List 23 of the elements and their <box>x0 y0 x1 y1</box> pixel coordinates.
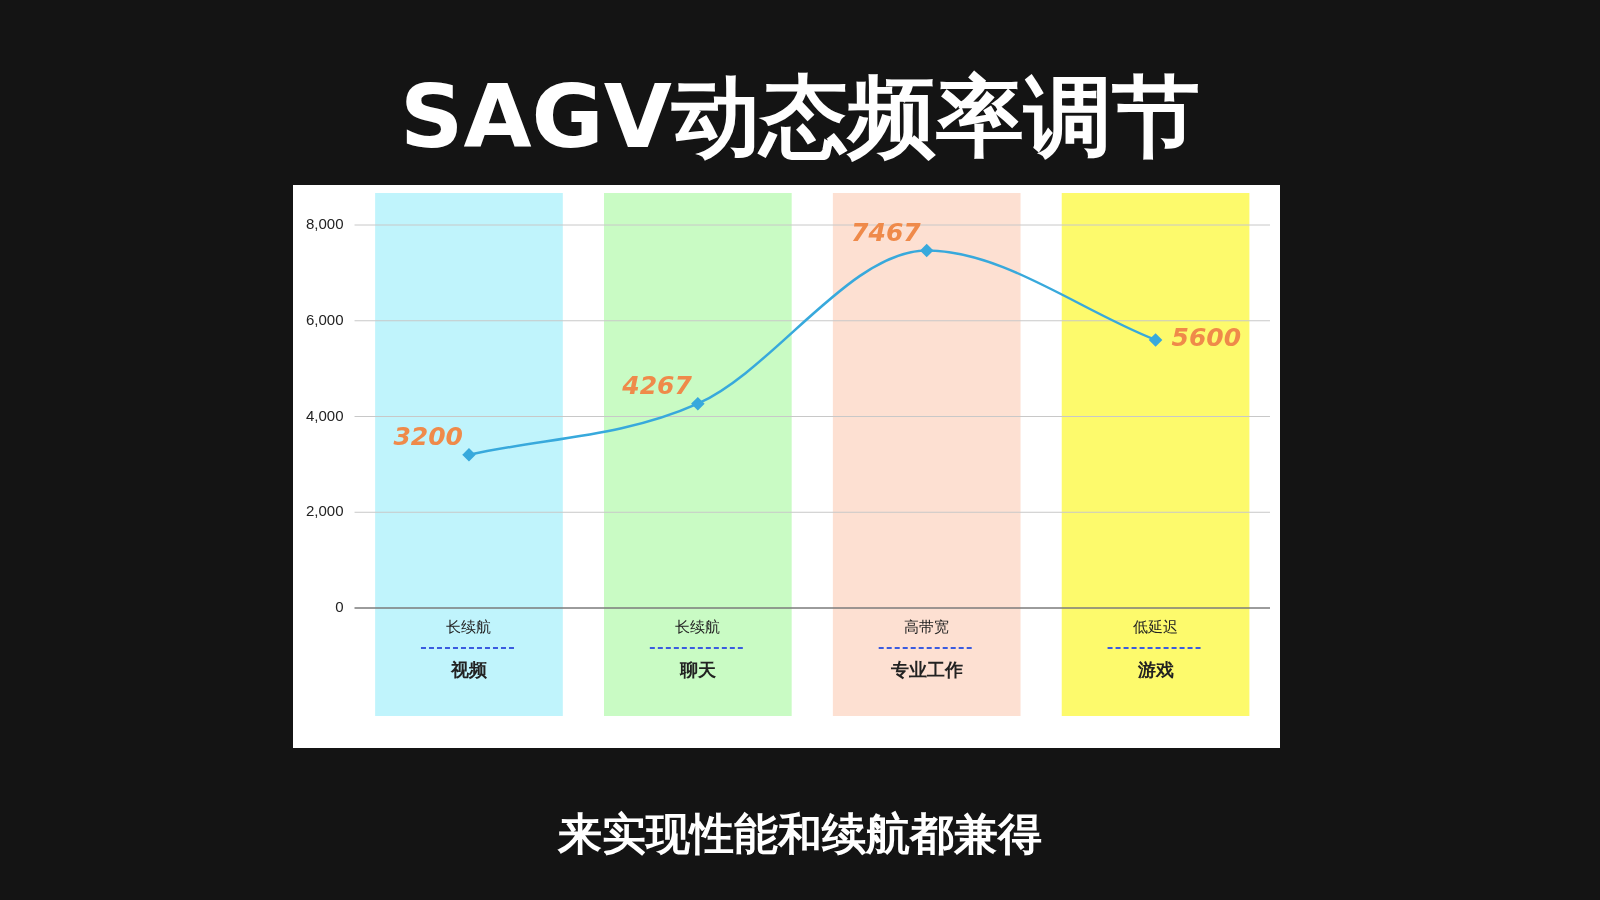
chart-title: SAGV动态频率调节 <box>399 64 1201 170</box>
band-label: 高带宽 <box>904 617 950 636</box>
y-tick-label: 4,000 <box>305 406 344 424</box>
x-tick-label: 视频 <box>449 658 488 680</box>
data-label: 5600 <box>1171 323 1242 353</box>
band-label: 长续航 <box>675 617 721 636</box>
point <box>462 448 476 462</box>
text: 来实现性能和续航都兼得 <box>556 807 1043 861</box>
x-tick-label: 聊天 <box>678 658 716 680</box>
band-label: 低延迟 <box>1133 617 1179 636</box>
x-tick-label: 专业工作 <box>889 658 963 680</box>
data-label: 3200 <box>393 422 463 452</box>
data-label: 7467 <box>851 218 922 248</box>
data-label: 4267 <box>621 371 693 401</box>
point <box>920 244 933 257</box>
y-tick-label: 0 <box>335 598 344 616</box>
y-tick-label: 6,000 <box>305 310 344 328</box>
y-tick-label: 8,000 <box>305 215 344 233</box>
band-label: 长续航 <box>446 617 492 636</box>
point <box>691 397 705 410</box>
y-tick-label: 2,000 <box>305 502 344 520</box>
point <box>1149 333 1162 347</box>
x-tick-label: 游戏 <box>1136 658 1174 680</box>
